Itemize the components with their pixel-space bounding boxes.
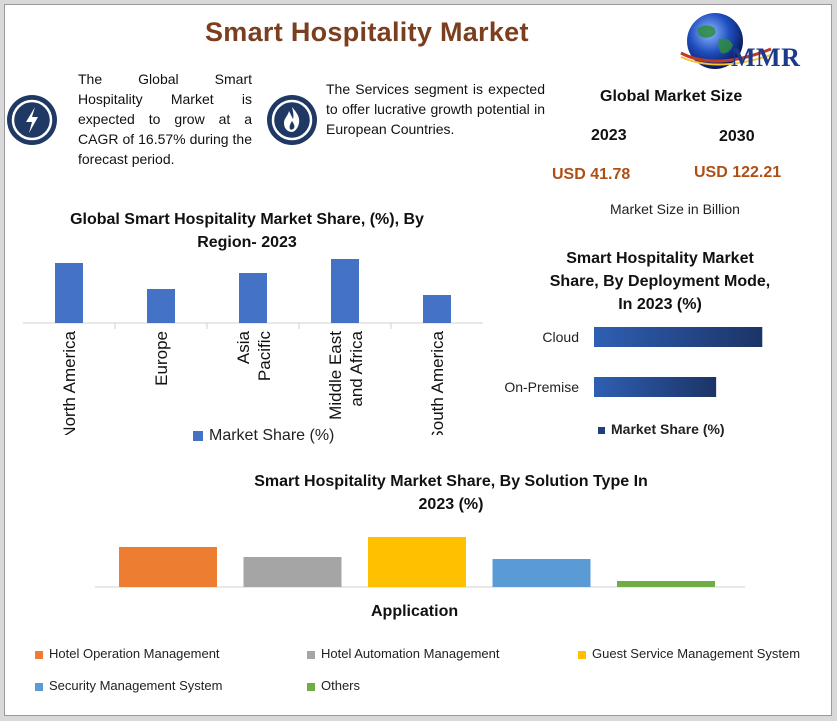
deployment-legend: Market Share (%) bbox=[598, 421, 725, 437]
cagr-text: The Global Smart Hospitality Market is e… bbox=[78, 71, 252, 167]
solution-bar bbox=[617, 581, 715, 587]
solution-bar bbox=[368, 537, 466, 587]
solution-legend-item: Others bbox=[307, 678, 360, 693]
year-2030: 2030 bbox=[719, 128, 755, 145]
region-legend-label: Market Share (%) bbox=[209, 427, 335, 444]
flame-icon bbox=[271, 99, 313, 141]
services-text: The Services segment is expected to offe… bbox=[326, 81, 545, 137]
region-tick-label: Europe bbox=[152, 331, 171, 386]
deployment-tick-label: On-Premise bbox=[504, 379, 579, 395]
deployment-legend-swatch bbox=[598, 426, 605, 434]
market-size-title: Global Market Size bbox=[600, 88, 743, 105]
logo: MMR bbox=[675, 9, 825, 77]
solution-chart bbox=[95, 537, 745, 588]
solution-legend-label: Security Management System bbox=[49, 678, 223, 693]
region-tick-label: Middle East and Africa bbox=[326, 330, 366, 419]
cagr-icon-badge bbox=[7, 95, 57, 145]
solution-bar bbox=[492, 559, 591, 587]
year-2023: 2023 bbox=[591, 127, 627, 144]
solution-legend-label: Hotel Automation Management bbox=[321, 646, 500, 661]
region-chart-title: Global Smart Hospitality Market Share, (… bbox=[70, 211, 424, 251]
deployment-bar bbox=[594, 377, 717, 397]
region-tick-label: North America bbox=[60, 330, 79, 435]
solution-chart-title: Smart Hospitality Market Share, By Solut… bbox=[254, 473, 648, 513]
region-bar bbox=[331, 259, 359, 323]
solution-legend-item: Guest Service Management System bbox=[578, 646, 800, 661]
solution-legend-label: Others bbox=[321, 678, 361, 693]
value-2023: USD 41.78 bbox=[552, 166, 631, 183]
globe-icon bbox=[680, 13, 772, 69]
region-bar bbox=[239, 273, 267, 323]
market-size-note: Market Size in Billion bbox=[610, 201, 740, 217]
region-legend: Market Share (%) bbox=[193, 427, 334, 445]
lightning-icon bbox=[11, 99, 53, 141]
solution-legend-swatch bbox=[307, 650, 315, 659]
region-tick-label: Asia Pacific bbox=[234, 330, 274, 381]
region-bar bbox=[55, 263, 83, 323]
solution-legend-swatch bbox=[307, 682, 315, 691]
solution-bar bbox=[243, 557, 342, 587]
region-bar bbox=[423, 295, 451, 323]
region-tick-label: South America bbox=[428, 330, 447, 435]
solution-legend-swatch bbox=[578, 650, 586, 659]
logo-text: MMR bbox=[731, 43, 801, 72]
region-bar bbox=[147, 289, 175, 323]
solution-bar bbox=[119, 547, 217, 587]
infographic-card: Smart Hospitality Market MMR The Global bbox=[4, 4, 832, 716]
deployment-legend-label: Market Share (%) bbox=[611, 421, 725, 437]
solution-legend-item: Hotel Automation Management bbox=[307, 646, 500, 661]
page-title: Smart Hospitality Market bbox=[205, 17, 529, 47]
solution-legend-item: Hotel Operation Management bbox=[35, 646, 220, 661]
deployment-chart: Cloud On-Premise bbox=[504, 327, 763, 397]
value-2030: USD 122.21 bbox=[694, 164, 782, 181]
solution-legend-swatch bbox=[35, 650, 43, 659]
region-chart: North America Europe Asia Pacific Middle Eas… bbox=[23, 259, 483, 435]
solution-legend-label: Hotel Operation Management bbox=[49, 646, 220, 661]
deployment-chart-title: Smart Hospitality Market Share, By Deplo… bbox=[549, 250, 771, 313]
services-icon-badge bbox=[267, 95, 317, 145]
deployment-tick-label: Cloud bbox=[542, 329, 579, 345]
solution-legend-swatch bbox=[35, 682, 43, 691]
deployment-bar bbox=[594, 327, 763, 347]
region-legend-swatch bbox=[193, 430, 203, 441]
solution-xlabel: Application bbox=[371, 603, 459, 620]
solution-legend-item: Security Management System bbox=[35, 678, 222, 693]
solution-legend-label: Guest Service Management System bbox=[592, 646, 801, 661]
